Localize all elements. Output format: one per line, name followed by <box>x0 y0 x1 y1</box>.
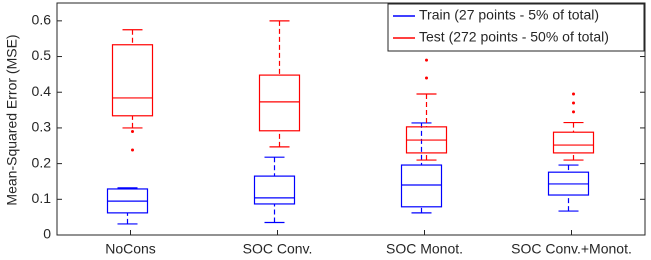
y-tick-label: 0 <box>43 226 51 242</box>
outlier <box>425 76 428 80</box>
y-axis-label: Mean-Squared Error (MSE) <box>4 34 20 205</box>
legend-label: Test (272 points - 50% of total) <box>419 29 609 45</box>
box <box>552 131 595 154</box>
plot-frame <box>56 2 646 236</box>
y-tick-label: 0.5 <box>32 47 52 63</box>
box <box>400 164 443 208</box>
y-tick-label: 0.3 <box>32 119 52 135</box>
y-tick-label: 0.4 <box>32 83 52 99</box>
x-tick-label: SOC Conv. <box>243 241 313 257</box>
outlier <box>572 92 575 96</box>
box <box>253 175 296 205</box>
y-tick-label: 0.2 <box>32 154 52 170</box>
outlier <box>425 58 428 62</box>
x-tick-label: SOC Monot. <box>386 241 463 257</box>
y-tick-label: 0.6 <box>32 12 52 28</box>
outlier <box>572 110 575 114</box>
y-tick-label: 0.1 <box>32 190 52 206</box>
outlier <box>131 129 134 133</box>
box <box>111 44 154 117</box>
legend-label: Train (27 points - 5% of total) <box>419 7 599 23</box>
outlier <box>131 148 134 152</box>
legend-frame <box>387 3 645 52</box>
box <box>258 74 301 132</box>
x-tick-label: NoCons <box>105 241 156 257</box>
x-tick-label: SOC Conv.+Monot. <box>511 241 632 257</box>
outlier <box>572 101 575 105</box>
